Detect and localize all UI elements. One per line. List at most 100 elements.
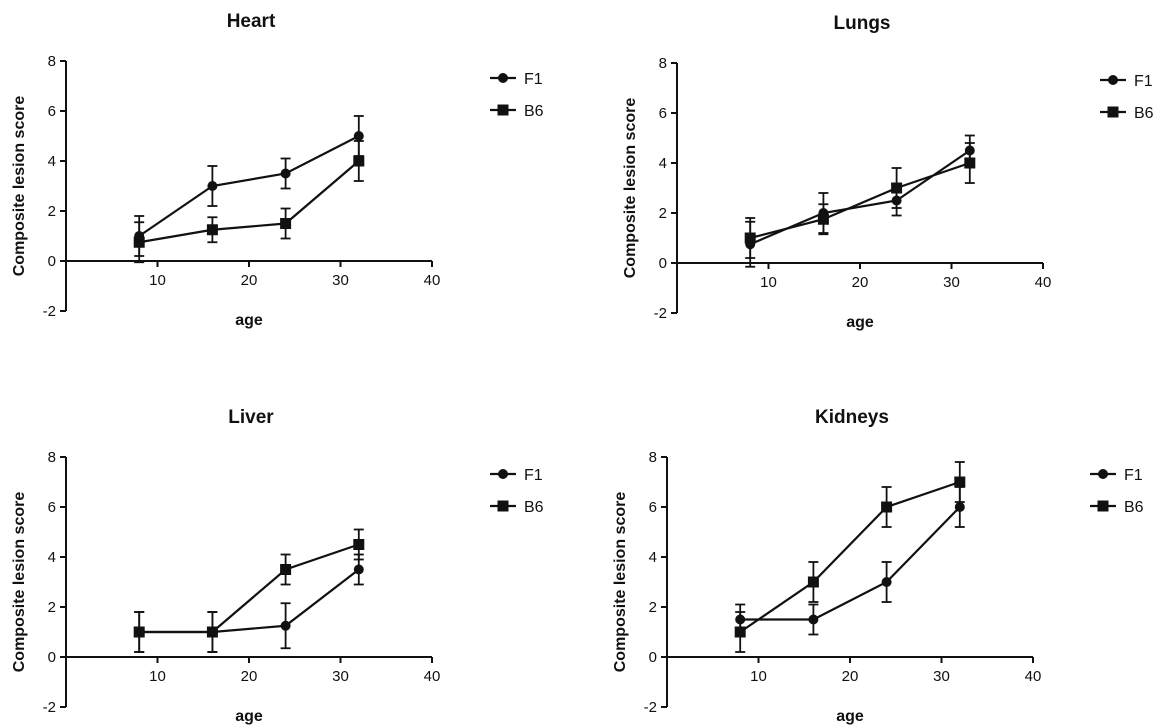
data-point-circle [353,564,364,575]
data-point-circle [280,620,291,631]
y-tick-label: 8 [659,55,667,72]
legend-item-f1: F1 [1090,467,1143,484]
y-tick-label: -2 [654,305,667,322]
series-b6 [744,142,976,259]
legend-item-f1: F1 [1100,73,1153,90]
legend-marker-circle [1098,469,1108,479]
legend-label: F1 [524,467,543,484]
x-tick-label: 10 [750,668,767,685]
legend-label: F1 [1134,73,1153,90]
data-point-square [206,224,218,236]
chart-title: Lungs [834,13,891,34]
series-b6 [133,528,365,653]
x-axis-title: age [836,708,864,725]
x-axis-title: age [235,708,263,725]
x-tick-label: 10 [149,272,166,289]
y-tick-label: 6 [48,499,56,516]
y-tick-label: 8 [649,449,657,466]
data-point-square [817,213,829,225]
legend-item-b6: B6 [1100,105,1154,122]
y-tick-label: 2 [649,599,657,616]
data-point-circle [280,168,291,179]
series-f1 [745,134,975,268]
panel-kidneys: Kidneys -2 0 2 4 6 8 10 20 30 40 age Composite lesio… [612,407,1144,725]
x-tick-label: 30 [943,274,960,291]
legend-label: B6 [524,499,544,516]
panel-lungs: Lungs -2 0 2 4 6 8 10 20 30 40 age Composite lesion … [622,13,1154,331]
legend-marker-square [1107,106,1119,118]
legend-marker-square [497,500,509,512]
legend-label: F1 [1124,467,1143,484]
chart-title: Heart [227,11,276,32]
legend-item-b6: B6 [490,103,544,120]
legend-marker-square [1097,500,1109,512]
x-tick-label: 40 [424,272,441,289]
legend-label: B6 [1124,499,1144,516]
data-point-square [280,564,292,575]
x-tick-label: 30 [332,272,349,289]
y-axis-title: Composite lesion score [612,492,629,673]
data-point-square [206,626,218,638]
data-point-circle [353,131,364,141]
x-tick-label: 40 [1025,668,1042,685]
y-axis-title: Composite lesion score [11,492,28,673]
y-tick-label: 0 [48,253,56,270]
legend-marker-circle [498,73,508,83]
data-point-circle [808,614,819,625]
y-tick-label: -2 [644,699,657,716]
data-point-square [734,626,746,638]
y-tick-label: -2 [43,699,56,716]
x-tick-label: 20 [241,272,258,289]
legend-item-f1: F1 [490,467,543,484]
x-axis-title: age [846,314,874,331]
y-tick-label: 8 [48,53,56,70]
x-tick-label: 10 [149,668,166,685]
x-tick-label: 20 [842,668,859,685]
x-tick-label: 30 [332,668,349,685]
y-tick-label: 2 [659,205,667,222]
legend-marker-circle [1108,75,1118,85]
series-line [138,135,360,237]
data-point-square [133,626,145,638]
data-point-circle [207,181,218,191]
x-axis-title: age [235,312,263,329]
y-tick-label: 4 [48,549,56,566]
y-tick-label: 4 [659,155,667,172]
legend-marker-circle [498,469,508,479]
data-point-square [744,232,756,244]
x-tick-label: 20 [241,668,258,685]
y-tick-label: 0 [659,255,667,272]
series-b6 [734,461,966,653]
y-tick-label: 0 [48,649,56,666]
y-axis-title: Composite lesion score [11,96,28,277]
y-tick-label: 8 [48,449,56,466]
data-point-square [133,236,145,248]
data-point-square [353,155,365,167]
legend-label: B6 [524,103,544,120]
series-f1 [134,553,364,653]
legend-marker-square [497,104,509,116]
legend-item-f1: F1 [490,71,543,88]
series-b6 [133,140,365,264]
data-point-square [954,476,966,488]
x-tick-label: 20 [852,274,869,291]
data-point-circle [954,502,965,512]
y-tick-label: 0 [649,649,657,666]
y-tick-label: 2 [48,599,56,616]
data-point-square [353,539,365,550]
legend-label: B6 [1134,105,1154,122]
legend-label: F1 [524,71,543,88]
series-line [139,543,360,634]
y-axis-title: Composite lesion score [622,98,639,279]
chart-title: Liver [228,407,274,428]
y-tick-label: 6 [48,103,56,120]
x-tick-label: 10 [760,274,777,291]
y-tick-label: 4 [649,549,657,566]
series-line [749,161,971,240]
panel-heart: Heart -2 0 2 4 6 8 10 20 30 40 age Composite lesion … [11,11,544,329]
data-point-square [964,157,976,169]
legend-item-b6: B6 [1090,499,1144,516]
y-tick-label: 6 [649,499,657,516]
y-tick-label: -2 [43,303,56,320]
